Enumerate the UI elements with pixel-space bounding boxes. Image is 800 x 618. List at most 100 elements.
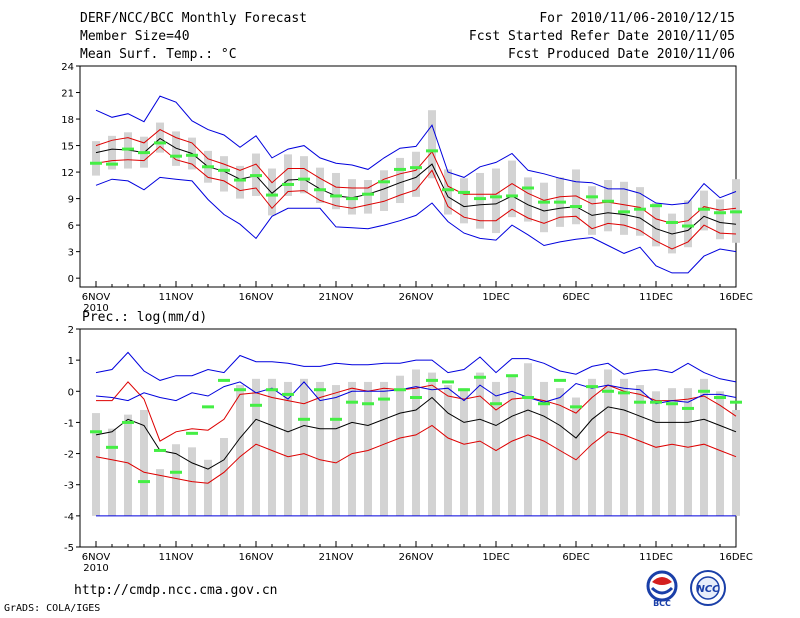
temp-forecast-marker xyxy=(202,165,214,169)
prec-forecast-marker xyxy=(634,400,646,404)
temp-y-tick-label: 18 xyxy=(61,115,74,126)
prec-spread-bar xyxy=(620,378,628,516)
prec-forecast-marker xyxy=(506,374,518,378)
prec-spread-bar xyxy=(124,414,132,516)
member-size: Member Size=40 xyxy=(80,29,190,44)
temp-spread-bar xyxy=(412,151,420,197)
temp-spread-bar xyxy=(108,135,116,170)
prec-forecast-marker xyxy=(650,400,662,404)
prec-forecast-marker xyxy=(538,402,550,406)
temp-spread-bar xyxy=(620,181,628,235)
prec-spread-bar xyxy=(668,388,676,516)
fcst-started-date: Fcst Started Refer Date 2010/11/05 xyxy=(468,29,735,44)
prec-x-year-label: 2010 xyxy=(83,563,108,574)
temp-y-tick-label: 24 xyxy=(61,62,74,73)
prec-spread-bar xyxy=(236,385,244,516)
prec-forecast-marker xyxy=(314,388,326,392)
temp-forecast-marker xyxy=(410,166,422,170)
chart-title: DERF/NCC/BCC Monthly Forecast xyxy=(80,11,307,26)
temp-forecast-marker xyxy=(314,188,326,192)
temp-forecast-marker xyxy=(602,199,614,203)
temp-x-tick-label: 11DEC xyxy=(639,292,673,303)
temp-forecast-marker xyxy=(186,153,198,157)
prec-forecast-marker xyxy=(586,385,598,389)
temp-spread-bar xyxy=(268,168,276,216)
temp-forecast-marker xyxy=(90,161,102,165)
prec-y-tick-label: -2 xyxy=(64,450,74,461)
prec-forecast-marker xyxy=(602,389,614,393)
prec-forecast-marker xyxy=(394,388,406,392)
bcc-logo: BCC xyxy=(640,568,684,612)
temp-y-tick-label: 3 xyxy=(68,248,74,259)
temp-spread-bar xyxy=(220,156,228,192)
temp-forecast-marker xyxy=(138,151,150,155)
ncc-logo-text: NCC xyxy=(696,584,720,595)
temp-x-tick-label: 21NOV xyxy=(319,292,354,303)
prec-y-tick-label: 2 xyxy=(68,325,74,336)
temp-forecast-marker xyxy=(234,178,246,182)
temp-series-line xyxy=(95,129,737,224)
temp-spread-bar xyxy=(716,199,724,240)
temp-spread-bar xyxy=(428,110,436,179)
prec-spread-bar xyxy=(172,444,180,516)
prec-spread-bar xyxy=(684,388,692,516)
prec-forecast-marker xyxy=(458,388,470,392)
prec-y-tick-label: 1 xyxy=(68,356,74,367)
temp-forecast-marker xyxy=(570,205,582,209)
forecast-period: For 2010/11/06-2010/12/15 xyxy=(539,11,735,26)
temp-forecast-marker xyxy=(106,162,118,166)
prec-spread-bar xyxy=(732,409,740,516)
prec-x-tick-label: 16DEC xyxy=(719,552,753,563)
prec-spread-bar xyxy=(140,409,148,516)
temp-series-line xyxy=(95,137,737,235)
prec-spread-bar xyxy=(348,381,356,516)
bcc-logo-text: BCC xyxy=(653,599,671,608)
temp-spread-bar xyxy=(444,169,452,215)
temp-x-tick-label: 16NOV xyxy=(239,292,274,303)
prec-spread-bar xyxy=(460,388,468,516)
temp-forecast-marker xyxy=(330,194,342,198)
source-url[interactable]: http://cmdp.ncc.cma.gov.cn xyxy=(74,583,278,598)
prec-x-tick-label: 6NOV xyxy=(82,552,111,563)
temp-series-line xyxy=(95,95,737,206)
temp-spread-bar xyxy=(396,157,404,204)
prec-spread-bar xyxy=(652,391,660,516)
prec-spread-bar xyxy=(604,369,612,516)
prec-spread-bar xyxy=(524,363,532,516)
prec-spread-bar xyxy=(316,381,324,516)
prec-forecast-marker xyxy=(202,405,214,409)
temp-forecast-marker xyxy=(458,190,470,194)
temp-spread-bar xyxy=(492,168,500,234)
temp-spread-bar xyxy=(540,182,548,233)
temp-spread-bar xyxy=(156,122,164,153)
temp-forecast-marker xyxy=(282,182,294,186)
temp-spread-bar xyxy=(348,179,356,215)
temp-x-tick-label: 16DEC xyxy=(719,292,753,303)
temp-forecast-marker xyxy=(442,188,454,192)
variable-label: Mean Surf. Temp.: °C xyxy=(80,47,237,62)
temp-forecast-marker xyxy=(634,207,646,211)
prec-spread-bar xyxy=(428,372,436,516)
temp-y-tick-label: 9 xyxy=(68,195,74,206)
prec-forecast-marker xyxy=(298,417,310,421)
prec-spread-bar xyxy=(508,375,516,516)
prec-forecast-marker xyxy=(522,396,534,400)
prec-forecast-marker xyxy=(714,396,726,400)
prec-forecast-marker xyxy=(106,445,118,449)
temp-spread-bar xyxy=(636,187,644,236)
temp-spread-bar xyxy=(684,200,692,248)
temp-forecast-marker xyxy=(538,200,550,204)
prec-spread-bar xyxy=(572,397,580,516)
prec-forecast-marker xyxy=(426,378,438,382)
temp-x-tick-label: 6DEC xyxy=(562,292,589,303)
temp-spread-bar xyxy=(604,180,612,232)
prec-panel-title: Prec.: log(mm/d) xyxy=(82,310,208,325)
prec-x-tick-label: 16NOV xyxy=(239,552,274,563)
temp-spread-bar xyxy=(508,160,516,218)
prec-spread-bar xyxy=(204,459,212,516)
prec-spread-bar xyxy=(492,381,500,516)
temp-x-tick-label: 6NOV xyxy=(82,292,111,303)
temp-spread-bar xyxy=(284,154,292,196)
prec-forecast-marker xyxy=(266,388,278,392)
temp-forecast-marker xyxy=(714,211,726,215)
